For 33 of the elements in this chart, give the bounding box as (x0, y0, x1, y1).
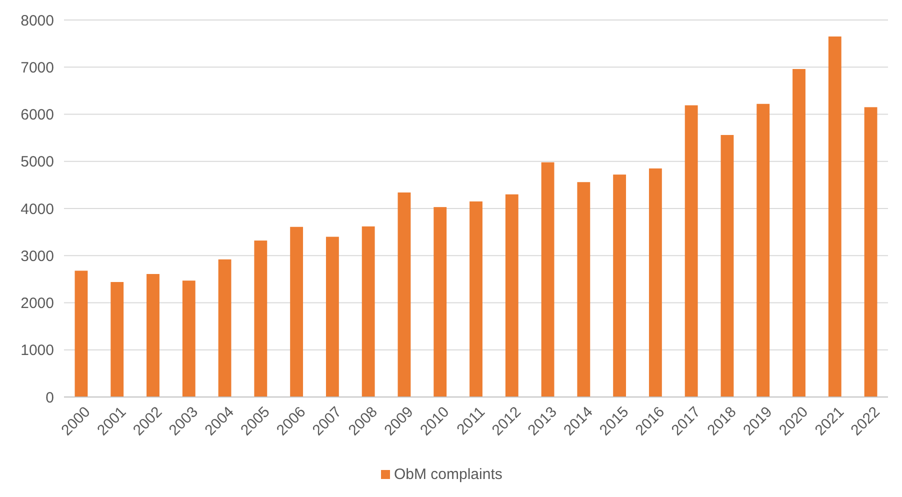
bar (146, 274, 160, 397)
bar (362, 226, 375, 397)
legend-label: ObM complaints (394, 466, 502, 483)
bar (792, 69, 806, 397)
y-tick-label: 6000 (20, 106, 54, 124)
bar (218, 259, 232, 397)
bar (470, 201, 482, 397)
bar (434, 207, 447, 397)
bar (828, 36, 842, 397)
y-tick-label: 3000 (20, 248, 54, 265)
y-tick-label: 0 (46, 389, 54, 406)
y-tick-label: 8000 (20, 12, 54, 30)
y-tick-label: 7000 (20, 59, 54, 76)
bar (326, 236, 339, 397)
bar (864, 107, 878, 397)
bar (720, 134, 734, 397)
bar (290, 226, 304, 397)
bar (505, 194, 518, 397)
y-tick-label: 1000 (20, 342, 54, 360)
bar (398, 192, 411, 397)
bar (110, 282, 124, 397)
bar (182, 280, 196, 397)
bar (254, 240, 268, 397)
y-tick-label: 5000 (20, 154, 54, 171)
bar (577, 182, 590, 397)
bar (756, 104, 770, 397)
bar (74, 270, 88, 397)
bar (648, 168, 662, 397)
bar (541, 162, 554, 397)
bar (684, 105, 698, 397)
y-tick-label: 4000 (20, 200, 54, 218)
y-tick-label: 2000 (20, 295, 54, 312)
bar (613, 174, 626, 397)
